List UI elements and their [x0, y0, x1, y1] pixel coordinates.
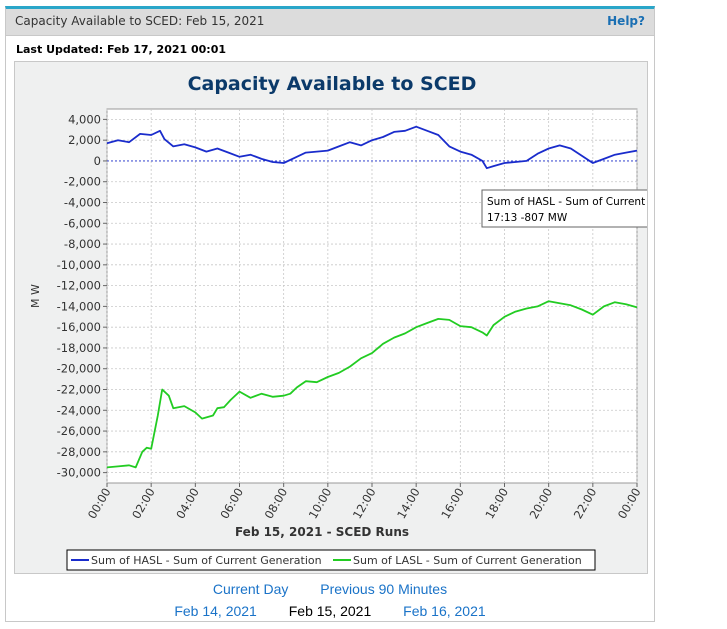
y-tick-label: -18,000 — [57, 341, 101, 355]
capacity-chart: Capacity Available to SCED 4,000 2,000 0 -2… — [29, 73, 647, 571]
y-tick-label: -22,000 — [57, 383, 101, 397]
panel-title-bar: Capacity Available to SCED: Feb 15, 2021… — [6, 9, 654, 36]
x-tick-label: 22:00 — [571, 486, 600, 522]
y-tick-label: 4,000 — [68, 112, 101, 126]
x-axis-label: Feb 15, 2021 - SCED Runs — [235, 525, 409, 539]
y-axis: 4,000 2,000 0 -2,000 -4,000 -6,000 -8,000 -10,0… — [57, 112, 107, 480]
series-group — [106, 125, 638, 469]
x-tick-label: 00:00 — [85, 486, 114, 522]
x-tick-label: 16:00 — [438, 486, 467, 522]
y-tick-label: 2,000 — [68, 133, 101, 147]
tooltip-line-2: 17:13 -807 MW — [487, 212, 568, 224]
y-tick-label: -10,000 — [57, 258, 101, 272]
y-tick-label: -8,000 — [64, 237, 101, 251]
chart-container: Capacity Available to SCED 4,000 2,000 0 -2… — [14, 61, 648, 574]
x-tick-label: 04:00 — [173, 486, 202, 522]
help-link[interactable]: Help? — [607, 14, 645, 28]
chart-title: Capacity Available to SCED — [188, 73, 477, 95]
previous-90-minutes-link[interactable]: Previous 90 Minutes — [320, 581, 448, 597]
tooltip-line-1: Sum of HASL - Sum of Current Generation: — [487, 196, 647, 208]
legend-label-hasl: Sum of HASL - Sum of Current Generation — [91, 554, 322, 567]
last-updated: Last Updated: Feb 17, 2021 00:01 — [16, 43, 226, 56]
y-tick-label: -28,000 — [57, 445, 101, 459]
x-tick-label: 00:00 — [615, 486, 644, 522]
y-tick-label: -20,000 — [57, 362, 101, 376]
y-tick-label: -16,000 — [57, 320, 101, 334]
series-line-hasl — [106, 125, 638, 170]
series-line-lasl — [106, 300, 638, 469]
x-tick-label: 06:00 — [217, 486, 246, 522]
y-tick-label: -14,000 — [57, 299, 101, 313]
legend-label-lasl: Sum of LASL - Sum of Current Generation — [353, 554, 582, 567]
y-tick-label: -2,000 — [64, 175, 101, 189]
x-tick-label: 20:00 — [527, 486, 556, 522]
y-tick-label: -12,000 — [57, 279, 101, 293]
legend: Sum of HASL - Sum of Current Generation … — [66, 549, 596, 571]
y-tick-label: -24,000 — [57, 403, 101, 417]
plot-area — [106, 108, 638, 484]
y-tick-label: -26,000 — [57, 424, 101, 438]
panel-title: Capacity Available to SCED: Feb 15, 2021 — [15, 14, 265, 28]
x-tick-label: 02:00 — [129, 486, 158, 522]
next-day-link[interactable]: Feb 16, 2021 — [403, 603, 486, 619]
capacity-panel: Capacity Available to SCED: Feb 15, 2021… — [5, 6, 655, 622]
x-tick-label: 18:00 — [482, 486, 511, 522]
y-tick-label: -6,000 — [64, 216, 101, 230]
nav-row-2: Feb 14, 2021 Feb 15, 2021 Feb 16, 2021 — [6, 603, 654, 619]
x-tick-label: 10:00 — [306, 486, 335, 522]
x-axis: 00:00 02:00 04:00 06:00 08:00 10:00 12:00 14:00… — [85, 483, 644, 521]
x-tick-label: 14:00 — [394, 486, 423, 522]
x-tick-label: 08:00 — [262, 486, 291, 522]
y-axis-label: M W — [29, 284, 42, 308]
tooltip: Sum of HASL - Sum of Current Generation:… — [481, 189, 647, 228]
prev-day-link[interactable]: Feb 14, 2021 — [174, 603, 257, 619]
current-day-link[interactable]: Current Day — [212, 581, 289, 597]
y-tick-label: 0 — [94, 154, 101, 168]
y-tick-label: -4,000 — [64, 196, 101, 210]
x-tick-label: 12:00 — [350, 486, 379, 522]
y-tick-label: -30,000 — [57, 466, 101, 480]
current-date: Feb 15, 2021 — [288, 603, 372, 619]
nav-row-1: Current Day Previous 90 Minutes — [6, 581, 654, 597]
